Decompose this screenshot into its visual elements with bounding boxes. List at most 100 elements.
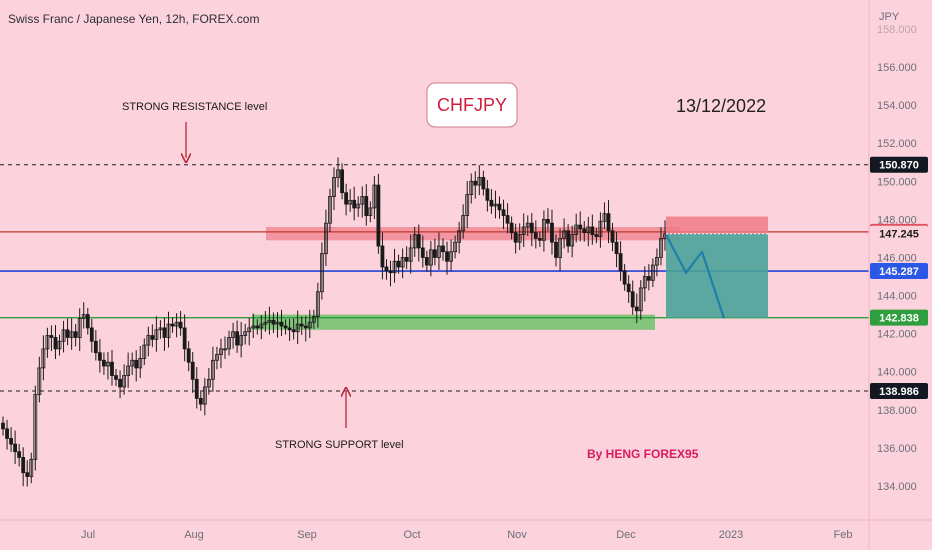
candle: [408, 234, 413, 274]
candle: [348, 189, 353, 212]
candle: [372, 176, 377, 220]
candle: [41, 335, 46, 381]
candle: [574, 213, 579, 243]
candle: [154, 316, 159, 352]
price-pill-blue: 145.287: [870, 263, 928, 280]
candle: [190, 352, 195, 393]
candle: [142, 338, 147, 366]
candle: [550, 209, 554, 255]
candle: [610, 222, 615, 252]
candle: [396, 254, 401, 274]
candle: [118, 370, 122, 399]
candle: [537, 231, 542, 247]
candle: [255, 319, 260, 335]
candle: [376, 173, 381, 254]
price-pill-target: 142.838: [870, 309, 928, 326]
candle: [433, 238, 437, 266]
candle: [77, 308, 82, 351]
svg-text:142.838: 142.838: [879, 313, 919, 325]
candle: [324, 209, 328, 267]
candle: [481, 170, 486, 196]
candle: [5, 419, 9, 450]
candle: [445, 241, 449, 275]
candle: [473, 171, 478, 199]
candle: [501, 199, 506, 230]
candle: [489, 189, 494, 214]
price-tick-label: 158.000: [877, 24, 917, 36]
currency-label: JPY: [879, 11, 900, 23]
candle: [267, 306, 272, 335]
candle: [570, 225, 575, 258]
price-tick-label: 140.000: [877, 367, 917, 379]
candle: [303, 315, 308, 342]
candle: [239, 322, 244, 358]
candle: [437, 232, 441, 270]
candle: [279, 309, 284, 337]
candle: [299, 316, 304, 335]
candle: [110, 349, 114, 386]
candle: [352, 186, 357, 221]
candle: [582, 221, 587, 242]
candle: [368, 201, 373, 223]
candle: [235, 320, 240, 353]
candle: [283, 319, 288, 335]
price-tick-label: 152.000: [877, 138, 917, 150]
candle: [223, 336, 227, 359]
candle: [178, 310, 183, 336]
candle: [517, 223, 522, 251]
candle: [336, 157, 340, 188]
candle: [542, 210, 546, 252]
price-tick-label: 154.000: [877, 100, 917, 112]
trade-setup: [665, 216, 768, 319]
price-tick-label: 148.000: [877, 214, 917, 226]
candle: [404, 246, 409, 270]
candle: [134, 350, 139, 382]
candle: [533, 220, 538, 249]
svg-text:138.986: 138.986: [879, 386, 919, 398]
candle: [295, 310, 300, 345]
price-labels: 150.870147.342147.245145.287142.838138.9…: [870, 156, 928, 400]
candle: [150, 324, 155, 348]
candle: [642, 266, 647, 302]
candle: [485, 179, 490, 212]
candle: [380, 232, 385, 280]
candle: [186, 341, 191, 372]
candle: [61, 320, 66, 353]
candle: [416, 224, 421, 262]
candle: [465, 181, 470, 228]
candle: [89, 318, 94, 353]
candle: [469, 173, 474, 204]
candle: [315, 282, 320, 328]
symbol-title[interactable]: Swiss Franc / Japanese Yen, 12h, FOREX.c…: [8, 12, 259, 26]
price-axis[interactable]: 158.000 156.000 154.000 152.000 150.000 148.0…: [877, 24, 917, 493]
candle: [85, 307, 90, 335]
candle: [554, 234, 558, 267]
stop-loss-zone[interactable]: [666, 216, 768, 234]
time-axis[interactable]: Jul Aug Sep Oct Nov Dec 2023 Feb: [81, 529, 853, 541]
candle: [93, 330, 98, 361]
candle: [606, 200, 611, 244]
candle: [263, 310, 268, 332]
candle: [69, 318, 74, 350]
candle: [9, 427, 13, 452]
price-tick-label: 156.000: [877, 62, 917, 74]
candle: [356, 196, 361, 217]
take-profit-zone[interactable]: [666, 233, 768, 318]
candle: [162, 317, 167, 351]
time-tick-label: Sep: [297, 529, 317, 541]
candle: [102, 352, 106, 375]
candle: [328, 188, 332, 233]
candle: [449, 239, 453, 272]
candle: [602, 202, 607, 230]
candle: [170, 317, 175, 333]
candle: [630, 280, 635, 315]
candle: [45, 327, 50, 358]
candle: [453, 235, 457, 259]
candle: [529, 213, 534, 247]
candle: [457, 221, 462, 254]
candle: [364, 184, 369, 226]
candle: [57, 334, 62, 356]
candle: [638, 280, 643, 320]
candle: [360, 186, 365, 218]
